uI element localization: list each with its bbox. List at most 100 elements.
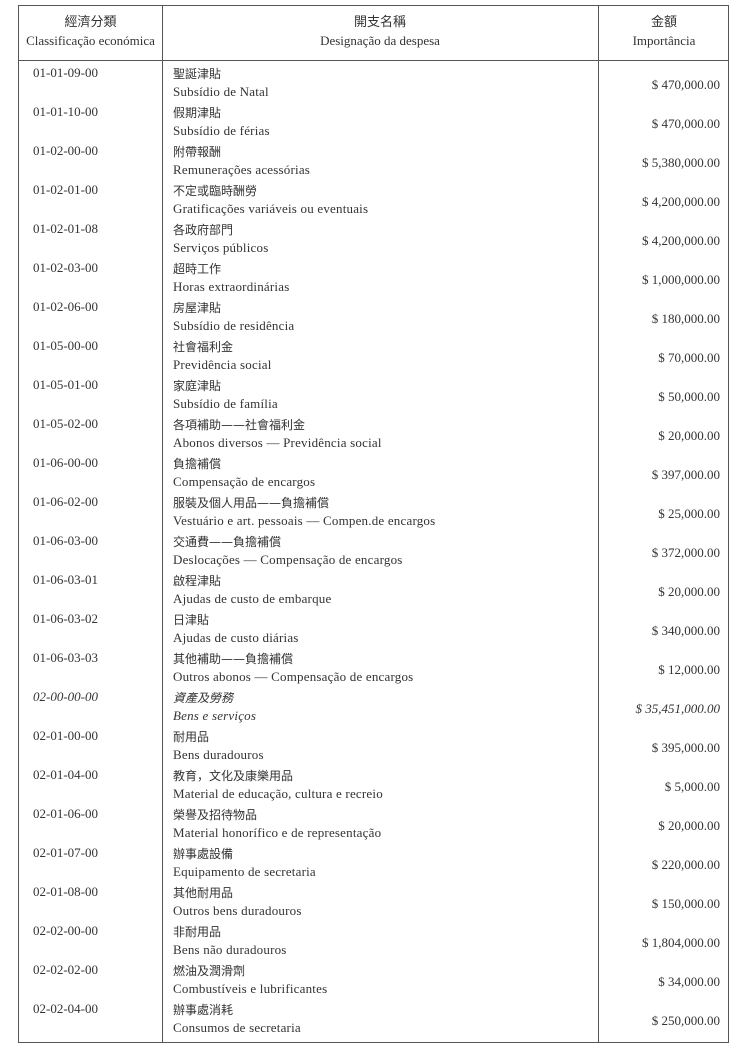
table-row: 02-01-08-00 其他耐用品 Outros bens duradouros $ … <box>19 884 728 923</box>
table-row: 01-02-03-00 超時工作 Horas extraordinárias $ 1,… <box>19 260 728 299</box>
designation-pt: Gratificações variáveis ou eventuais <box>173 201 369 216</box>
designation-zh: 其他耐用品 <box>173 886 234 900</box>
designation-zh: 辦事處消耗 <box>173 1003 234 1017</box>
designation-zh: 各政府部門 <box>173 223 234 237</box>
designation-zh: 其他補助——負擔補償 <box>173 652 294 666</box>
designation-zh: 假期津貼 <box>173 106 222 120</box>
economic-code: 01-05-01-00 <box>33 377 98 392</box>
table-row: 01-06-03-01 啟程津貼 Ajudas de custo de embarq… <box>19 572 728 611</box>
column-divider <box>162 6 163 1042</box>
table-row: 01-06-00-00 負擔補償 Compensação de encargos $ … <box>19 455 728 494</box>
amount: $ 1,000,000.00 <box>642 272 720 287</box>
economic-code: 02-02-00-00 <box>33 923 98 938</box>
economic-code: 02-02-02-00 <box>33 962 98 977</box>
designation-zh: 日津貼 <box>173 613 210 627</box>
amount: $ 180,000.00 <box>651 311 720 326</box>
designation-pt: Previdência social <box>173 357 272 372</box>
designation-pt: Ajudas de custo diárias <box>173 630 299 645</box>
amount: $ 397,000.00 <box>651 467 720 482</box>
amount: $ 4,200,000.00 <box>642 194 720 209</box>
economic-code: 02-01-00-00 <box>33 728 98 743</box>
economic-code: 02-01-06-00 <box>33 806 98 821</box>
designation-zh: 各項補助——社會福利金 <box>173 418 306 432</box>
designation-zh: 不定或臨時酬勞 <box>173 184 258 198</box>
table-row: 01-01-09-00 聖誕津貼 Subsídio de Natal $ 470,00… <box>19 65 728 104</box>
economic-code: 01-01-10-00 <box>33 104 98 119</box>
designation-zh: 教育，文化及康樂用品 <box>173 769 294 783</box>
economic-code: 01-02-00-00 <box>33 143 98 158</box>
table-row: 01-02-00-00 附帶報酬 Remunerações acessórias $ … <box>19 143 728 182</box>
designation-pt: Equipamento de secretaria <box>173 864 316 879</box>
economic-code: 01-02-03-00 <box>33 260 98 275</box>
designation-zh: 聖誕津貼 <box>173 67 222 81</box>
amount: $ 20,000.00 <box>658 428 720 443</box>
economic-code: 01-06-03-01 <box>33 572 98 587</box>
designation-zh: 啟程津貼 <box>173 574 222 588</box>
designation-zh: 榮譽及招待物品 <box>173 808 258 822</box>
designation-pt: Subsídio de família <box>173 396 278 411</box>
economic-code: 02-01-07-00 <box>33 845 98 860</box>
designation-zh: 社會福利金 <box>173 340 234 354</box>
header-designation: 開支名稱 Designação da despesa <box>162 12 598 50</box>
designation-pt: Bens e serviços <box>173 708 257 723</box>
table-row: 02-01-04-00 教育，文化及康樂用品 Material de educaçã… <box>19 767 728 806</box>
economic-code: 01-02-06-00 <box>33 299 98 314</box>
designation-pt: Material honorífico e de representação <box>173 825 382 840</box>
amount: $ 20,000.00 <box>658 584 720 599</box>
designation-pt: Consumos de secretaria <box>173 1020 301 1035</box>
designation-zh: 負擔補償 <box>173 457 222 471</box>
amount: $ 470,000.00 <box>651 116 720 131</box>
designation-pt: Remunerações acessórias <box>173 162 311 177</box>
designation-zh: 服裝及個人用品——負擔補償 <box>173 496 330 510</box>
amount: $ 372,000.00 <box>651 545 720 560</box>
table-row: 01-02-01-08 各政府部門 Serviços públicos $ 4,200… <box>19 221 728 260</box>
designation-pt: Vestuário e art. pessoais — Compen.de en… <box>173 513 436 528</box>
table-row: 02-01-06-00 榮譽及招待物品 Material honorífico e … <box>19 806 728 845</box>
amount: $ 5,000.00 <box>664 779 720 794</box>
table: 經濟分類 Classificação económica 開支名稱 Design… <box>18 5 729 1043</box>
table-row: 01-06-03-00 交通費——負擔補償 Deslocações — Compen… <box>19 533 728 572</box>
designation-pt: Subsídio de residência <box>173 318 295 333</box>
header-text: Importância <box>632 33 696 48</box>
designation-pt: Serviços públicos <box>173 240 269 255</box>
designation-pt: Subsídio de férias <box>173 123 270 138</box>
designation-pt: Ajudas de custo de embarque <box>173 591 332 606</box>
table-row: 01-05-00-00 社會福利金 Previdência social $ 70,0… <box>19 338 728 377</box>
designation-zh: 非耐用品 <box>173 925 222 939</box>
table-row: 01-02-01-00 不定或臨時酬勞 Gratificações variávei… <box>19 182 728 221</box>
table-row: 01-01-10-00 假期津貼 Subsídio de férias $ 470,0… <box>19 104 728 143</box>
amount: $ 340,000.00 <box>651 623 720 638</box>
amount: $ 250,000.00 <box>651 1013 720 1028</box>
designation-zh: 交通費——負擔補償 <box>173 535 282 549</box>
header-text: Classificação económica <box>26 33 155 48</box>
economic-code: 01-05-00-00 <box>33 338 98 353</box>
table-row: 02-00-00-00 資產及勞務 Bens e serviços $ 35,451,… <box>19 689 728 728</box>
designation-pt: Bens não duradouros <box>173 942 287 957</box>
designation-pt: Outros bens duradouros <box>173 903 302 918</box>
column-divider <box>598 6 599 1042</box>
header-text: Designação da despesa <box>320 33 440 48</box>
designation-zh: 資產及勞務 <box>173 691 234 705</box>
designation-pt: Horas extraordinárias <box>173 279 290 294</box>
table-row: 01-06-03-03 其他補助——負擔補償 Outros abonos — Com… <box>19 650 728 689</box>
economic-code: 01-01-09-00 <box>33 65 98 80</box>
amount: $ 20,000.00 <box>658 818 720 833</box>
designation-pt: Compensação de encargos <box>173 474 316 489</box>
designation-zh: 附帶報酬 <box>173 145 222 159</box>
economic-code: 01-05-02-00 <box>33 416 98 431</box>
table-row: 02-02-00-00 非耐用品 Bens não duradouros $ 1,80… <box>19 923 728 962</box>
amount: $ 25,000.00 <box>658 506 720 521</box>
amount: $ 34,000.00 <box>658 974 720 989</box>
table-row: 01-06-02-00 服裝及個人用品——負擔補償 Vestuário e art.… <box>19 494 728 533</box>
amount: $ 1,804,000.00 <box>642 935 720 950</box>
amount: $ 70,000.00 <box>658 350 720 365</box>
table-row: 01-06-03-02 日津貼 Ajudas de custo diárias $ 3… <box>19 611 728 650</box>
header-text: 金額 <box>650 14 677 29</box>
table-row: 01-05-01-00 家庭津貼 Subsídio de família $ 50,0… <box>19 377 728 416</box>
economic-code: 01-06-03-00 <box>33 533 98 548</box>
table-row: 01-02-06-00 房屋津貼 Subsídio de residência $ 1… <box>19 299 728 338</box>
table-row: 02-02-02-00 燃油及潤滑劑 Combustíveis e lubrific… <box>19 962 728 1001</box>
header-text: 經濟分類 <box>64 14 117 29</box>
designation-zh: 辦事處設備 <box>173 847 234 861</box>
designation-zh: 耐用品 <box>173 730 210 744</box>
